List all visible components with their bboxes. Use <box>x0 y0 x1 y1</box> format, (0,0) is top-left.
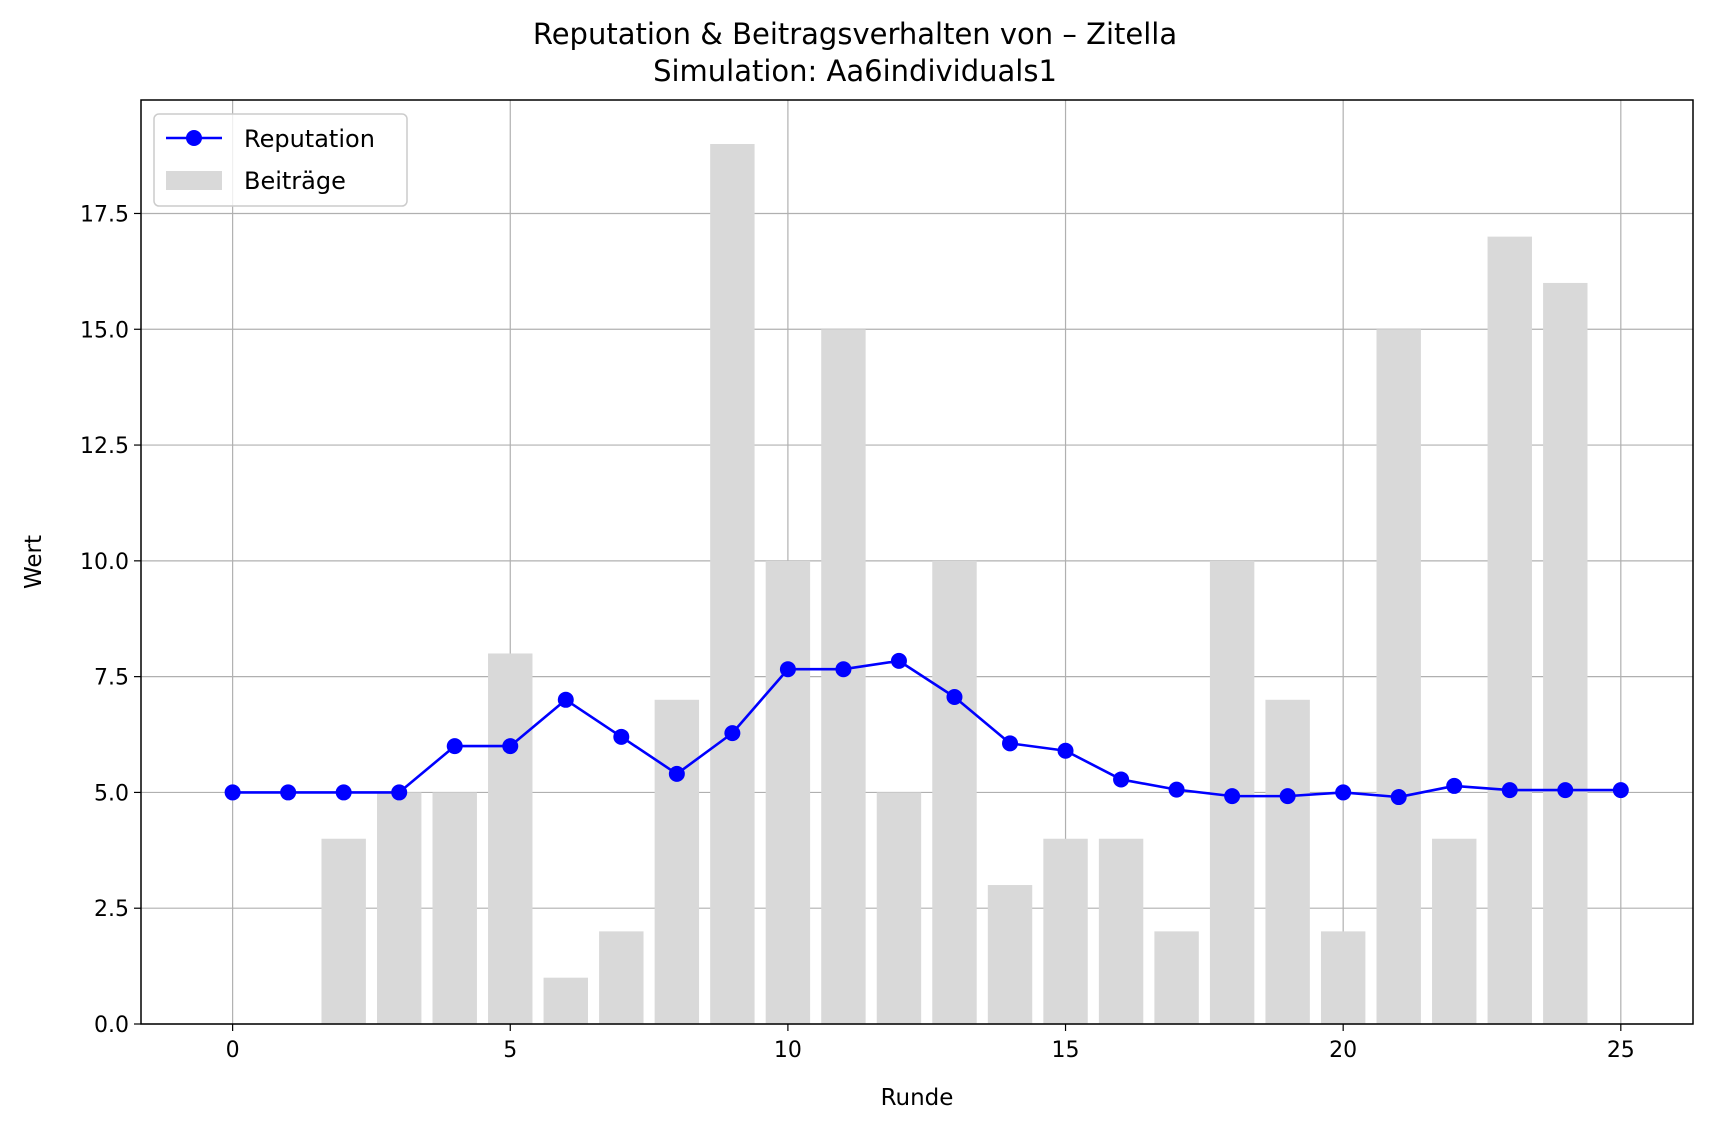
reputation-point <box>890 652 907 669</box>
bar <box>710 144 755 1024</box>
y-axis: 0.0 2.5 5.0 7.5 10.0 12.5 15.0 17.5 <box>80 202 141 1038</box>
bar <box>543 977 588 1024</box>
bar <box>1320 931 1366 1024</box>
legend-beitraege-swatch <box>166 171 222 190</box>
bar <box>432 792 477 1024</box>
reputation-point <box>835 661 852 678</box>
reputation-point <box>1501 782 1518 799</box>
reputation-point <box>724 725 741 742</box>
reputation-point <box>1057 742 1074 759</box>
reputation-point <box>1113 771 1130 788</box>
bar <box>599 931 644 1024</box>
reputation-point <box>1168 781 1185 798</box>
bar <box>876 792 922 1024</box>
reputation-point <box>1002 735 1019 752</box>
bar <box>1154 931 1199 1024</box>
y-tick-label: 10.0 <box>80 550 129 575</box>
bar <box>765 560 811 1024</box>
x-axis: 0 5 10 15 20 25 <box>226 1024 1635 1063</box>
y-tick-label: 0.0 <box>94 1013 129 1038</box>
reputation-point <box>779 661 796 678</box>
reputation-point <box>502 738 519 755</box>
bar <box>321 838 366 1024</box>
reputation-line <box>232 659 1621 799</box>
reputation-point <box>391 784 408 801</box>
reputation-point <box>1390 789 1407 806</box>
legend-beitraege-label: Beiträge <box>244 167 346 195</box>
bar <box>488 653 533 1024</box>
bar-series <box>321 144 1588 1024</box>
reputation-point <box>668 765 685 782</box>
reputation-point <box>1335 784 1352 801</box>
y-tick-label: 2.5 <box>94 897 129 922</box>
bar <box>932 560 977 1024</box>
y-tick-label: 15.0 <box>80 318 129 343</box>
chart-title: Reputation & Beitragsverhalten von – Zit… <box>533 17 1177 51</box>
bar <box>1376 329 1421 1024</box>
bar <box>1265 699 1310 1024</box>
reputation-point <box>280 784 297 801</box>
line-series <box>224 652 1629 806</box>
legend-reputation-marker <box>186 130 202 146</box>
x-tick-label: 15 <box>1052 1038 1080 1063</box>
bar <box>376 792 422 1024</box>
reputation-point <box>613 728 630 745</box>
x-tick-label: 5 <box>503 1038 517 1063</box>
x-tick-label: 0 <box>226 1038 240 1063</box>
bar <box>1098 838 1144 1024</box>
grid-lines <box>141 100 1693 1025</box>
x-tick-label: 20 <box>1329 1038 1357 1063</box>
bar <box>987 885 1033 1024</box>
reputation-point <box>1612 782 1629 799</box>
reputation-point <box>1279 788 1296 805</box>
reputation-point <box>446 738 463 755</box>
reputation-point <box>1224 788 1241 805</box>
reputation-point <box>557 691 574 708</box>
reputation-point <box>1557 782 1574 799</box>
bar <box>1432 838 1477 1024</box>
bar <box>1543 282 1588 1024</box>
y-tick-label: 17.5 <box>80 202 129 227</box>
reputation-point <box>335 784 352 801</box>
bar <box>1043 838 1088 1024</box>
x-tick-label: 25 <box>1607 1038 1635 1063</box>
chart-subtitle: Simulation: Aa6individuals1 <box>653 54 1057 88</box>
legend-reputation-label: Reputation <box>244 125 375 153</box>
x-tick-label: 10 <box>774 1038 802 1063</box>
reputation-point <box>224 784 241 801</box>
y-axis-label: Wert <box>21 535 47 589</box>
x-axis-label: Runde <box>881 1085 954 1111</box>
y-tick-label: 12.5 <box>80 434 129 459</box>
y-tick-label: 7.5 <box>94 666 129 691</box>
plot-frame <box>140 99 1694 1025</box>
bar <box>1487 236 1532 1024</box>
reputation-point <box>946 689 963 706</box>
reputation-point <box>1446 777 1463 794</box>
legend: Reputation Beiträge <box>153 113 408 207</box>
bar <box>654 699 700 1024</box>
y-tick-label: 5.0 <box>94 781 129 806</box>
